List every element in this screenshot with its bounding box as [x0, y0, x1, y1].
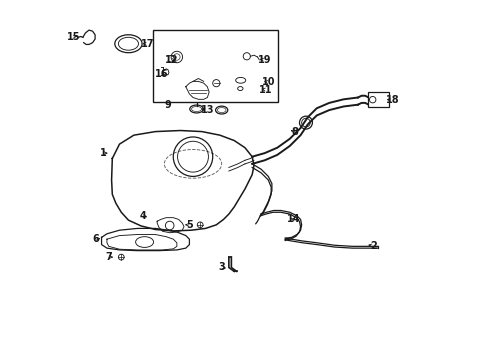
FancyBboxPatch shape — [153, 31, 278, 102]
Text: 17: 17 — [141, 39, 154, 49]
Text: 2: 2 — [370, 240, 377, 251]
Text: 18: 18 — [386, 95, 399, 105]
Text: 3: 3 — [219, 262, 225, 272]
Text: 1: 1 — [100, 148, 107, 158]
Text: 5: 5 — [186, 220, 193, 230]
Text: 4: 4 — [140, 211, 146, 221]
Text: 6: 6 — [93, 234, 99, 244]
Text: 12: 12 — [165, 55, 178, 65]
Text: 10: 10 — [262, 77, 275, 87]
Text: 9: 9 — [165, 100, 172, 110]
Text: 8: 8 — [291, 127, 298, 136]
Text: 19: 19 — [258, 55, 271, 65]
Text: 7: 7 — [105, 252, 112, 262]
FancyBboxPatch shape — [368, 92, 389, 107]
Text: 14: 14 — [287, 215, 300, 224]
Text: 11: 11 — [259, 85, 272, 95]
Text: 13: 13 — [200, 105, 214, 115]
Text: 15: 15 — [67, 32, 80, 41]
Text: 16: 16 — [155, 69, 169, 79]
